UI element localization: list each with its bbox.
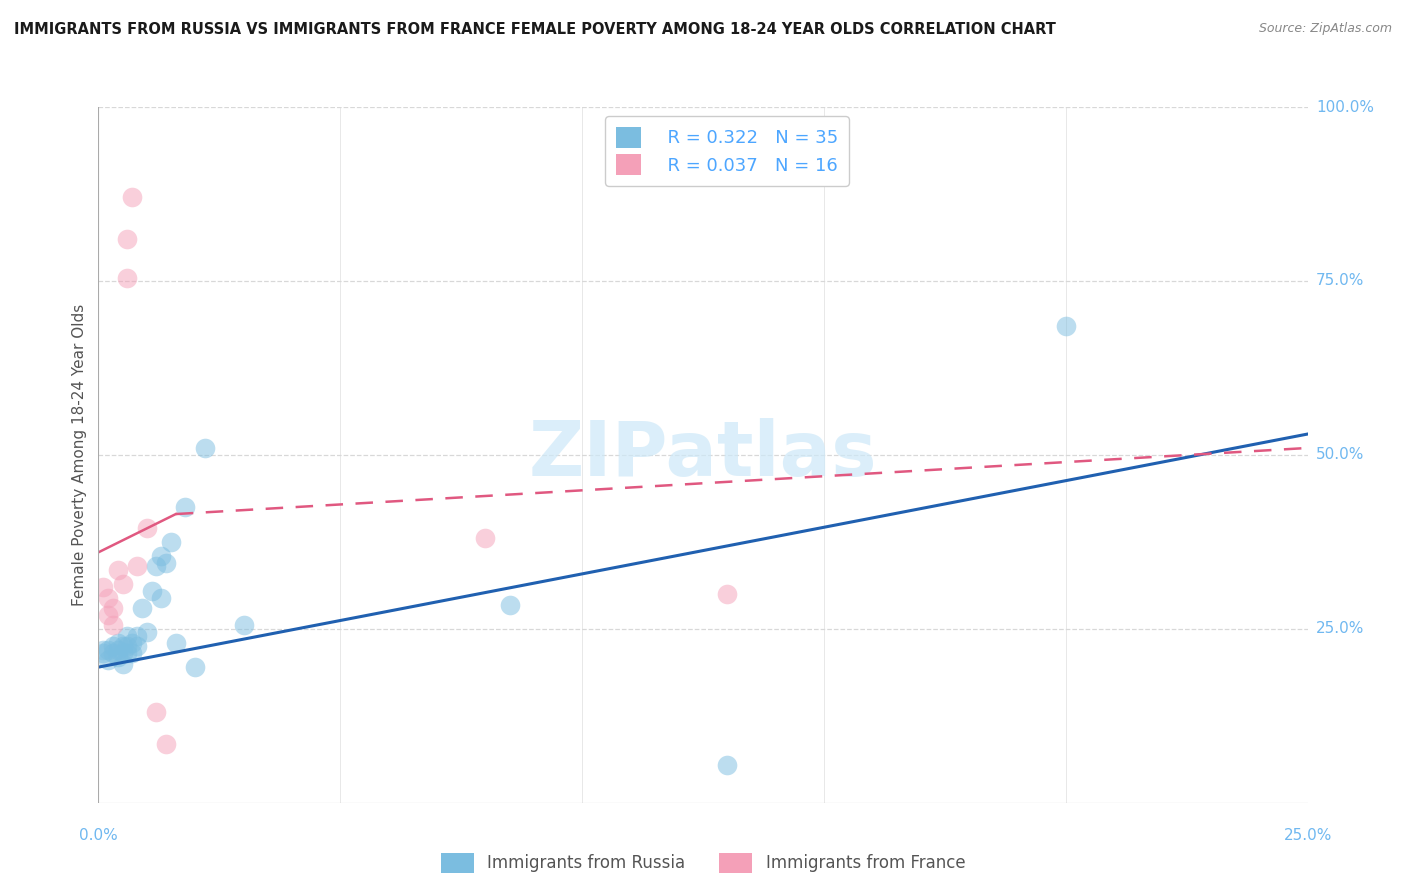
Point (97, 653, 120, 667)
Point (165, 636, 187, 650)
Point (135, 625, 157, 640)
Point (117, 646, 139, 660)
Point (117, 270, 139, 285)
Point (107, 649, 129, 664)
Point (127, 639, 149, 653)
Point (111, 657, 134, 671)
Point (194, 441, 217, 455)
Point (107, 642, 129, 657)
Point (150, 549, 173, 563)
Point (101, 639, 124, 653)
Point (101, 618, 124, 632)
Point (117, 639, 139, 653)
Point (232, 618, 254, 632)
Text: 75.0%: 75.0% (1316, 274, 1364, 288)
Point (97, 591, 120, 605)
Point (107, 636, 129, 650)
Text: 50.0%: 50.0% (1316, 448, 1364, 462)
Point (101, 646, 124, 660)
Point (131, 601, 153, 615)
Text: ZIPatlas: ZIPatlas (529, 418, 877, 491)
Point (716, 757, 738, 772)
Point (145, 706, 167, 720)
Point (101, 601, 124, 615)
Point (184, 660, 207, 674)
Point (155, 556, 177, 570)
Point (111, 646, 134, 660)
Point (121, 636, 143, 650)
Text: Source: ZipAtlas.com: Source: ZipAtlas.com (1258, 22, 1392, 36)
Point (127, 629, 149, 643)
Point (145, 559, 167, 574)
Point (111, 639, 134, 653)
Point (135, 521, 157, 535)
Point (117, 629, 139, 643)
Point (150, 591, 173, 605)
Point (97, 607, 120, 622)
Point (174, 500, 197, 514)
Legend:   R = 0.322   N = 35,   R = 0.037   N = 16: R = 0.322 N = 35, R = 0.037 N = 16 (606, 116, 849, 186)
Text: IMMIGRANTS FROM RUSSIA VS IMMIGRANTS FROM FRANCE FEMALE POVERTY AMONG 18-24 YEAR: IMMIGRANTS FROM RUSSIA VS IMMIGRANTS FRO… (14, 22, 1056, 37)
Text: 100.0%: 100.0% (1316, 100, 1374, 114)
Point (117, 232, 139, 246)
Point (127, 559, 149, 574)
Point (91, 642, 114, 657)
Text: 0.0%: 0.0% (79, 828, 118, 843)
Point (498, 598, 520, 612)
Point (91, 580, 114, 594)
Point (107, 563, 129, 577)
Y-axis label: Female Poverty Among 18-24 Year Olds: Female Poverty Among 18-24 Year Olds (72, 304, 87, 606)
Point (111, 576, 134, 591)
Point (97, 642, 120, 657)
Point (155, 737, 177, 751)
Point (121, 646, 143, 660)
Text: 25.0%: 25.0% (1316, 622, 1364, 636)
Point (160, 535, 183, 549)
Point (716, 587, 738, 601)
Point (1054, 319, 1077, 334)
Point (121, 190, 143, 204)
Text: 25.0%: 25.0% (1284, 828, 1331, 843)
Legend: Immigrants from Russia, Immigrants from France: Immigrants from Russia, Immigrants from … (434, 847, 972, 880)
Point (91, 646, 114, 660)
Point (141, 583, 163, 598)
Point (474, 532, 496, 546)
